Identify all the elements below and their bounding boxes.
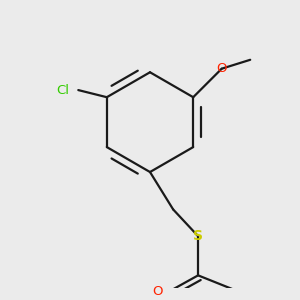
- Text: O: O: [152, 285, 162, 298]
- Text: Cl: Cl: [56, 84, 69, 97]
- Text: O: O: [217, 62, 227, 75]
- Text: S: S: [193, 229, 203, 243]
